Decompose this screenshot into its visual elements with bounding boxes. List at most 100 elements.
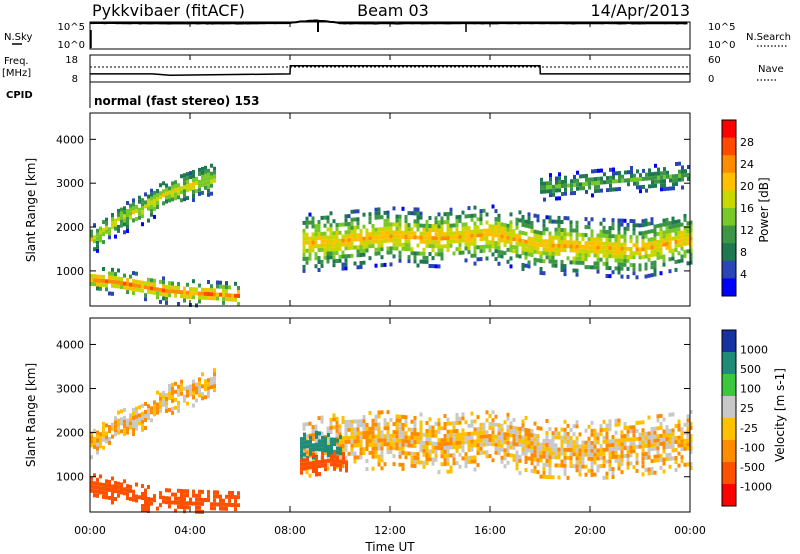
power-cell <box>362 260 366 265</box>
velocity-cell <box>356 427 360 432</box>
velocity-cell <box>207 390 210 395</box>
velocity-cell <box>596 468 600 473</box>
velocity-cell <box>629 425 633 430</box>
velocity-cell <box>341 440 345 444</box>
velocity-cell <box>195 497 198 502</box>
velocity-cell <box>356 443 360 448</box>
velocity-cell <box>320 419 324 424</box>
power-cell <box>561 180 564 184</box>
power-cell <box>596 249 600 254</box>
velocity-cell <box>383 418 387 423</box>
power-cell <box>356 237 360 242</box>
power-cell <box>579 182 582 187</box>
power-cell <box>407 235 411 240</box>
velocity-cell <box>353 419 357 424</box>
velocity-cell <box>312 455 315 460</box>
power-cell <box>600 168 603 173</box>
power-cell <box>549 189 552 194</box>
velocity-cell <box>303 458 306 463</box>
power-cell <box>198 283 201 288</box>
power-cell <box>216 280 219 285</box>
velocity-cell <box>458 464 462 469</box>
velocity-cell <box>593 448 597 453</box>
velocity-cell <box>324 444 327 449</box>
power-cell <box>117 268 120 273</box>
velocity-cell <box>446 453 450 458</box>
power-cell <box>126 290 129 295</box>
velocity-cell <box>416 432 420 437</box>
power-cell <box>678 173 681 178</box>
power-cell <box>563 264 567 269</box>
power-cell <box>234 297 237 302</box>
power-cell <box>506 235 510 240</box>
velocity-cell <box>668 452 672 457</box>
power-cell <box>644 246 648 251</box>
velocity-cell <box>557 435 561 440</box>
velocity-cell <box>515 438 519 443</box>
velocity-cell <box>491 426 495 431</box>
power-cell <box>392 246 396 251</box>
power-cell <box>644 254 648 259</box>
velocity-cell <box>342 452 345 457</box>
power-cell <box>461 230 465 235</box>
power-cell <box>641 235 645 240</box>
power-cell <box>344 266 348 271</box>
power-cell <box>665 225 669 230</box>
velocity-cell <box>488 438 492 442</box>
power-cell <box>650 241 654 246</box>
power-cell <box>581 248 585 253</box>
power-cell <box>467 214 471 219</box>
power-cell <box>368 256 372 261</box>
power-cell <box>123 285 126 290</box>
power-cell <box>686 241 690 246</box>
power-cell <box>105 217 108 222</box>
velocity-cell <box>371 438 375 443</box>
velocity-cell <box>327 433 330 437</box>
power-cell <box>599 237 603 242</box>
velocity-cell <box>590 432 594 437</box>
velocity-cell <box>198 393 201 398</box>
power-cell <box>473 233 477 238</box>
velocity-cell <box>102 429 105 434</box>
velocity-cell <box>524 416 528 420</box>
colorbar-swatch <box>722 260 736 279</box>
velocity-cell <box>677 419 681 424</box>
power-cell <box>681 185 684 190</box>
velocity-cell <box>491 434 495 439</box>
velocity-cell <box>324 459 327 464</box>
power-cell <box>434 236 438 241</box>
velocity-cell <box>111 426 114 431</box>
power-cell <box>144 297 147 302</box>
velocity-cell <box>339 447 342 452</box>
power-cell <box>623 226 627 231</box>
power-cell <box>473 205 477 210</box>
velocity-cell <box>395 446 399 451</box>
velocity-cell <box>653 454 657 459</box>
power-cell <box>413 235 417 240</box>
power-cell <box>500 226 504 231</box>
velocity-cell <box>662 445 666 450</box>
velocity-cell <box>521 443 525 448</box>
velocity-cell <box>413 424 417 428</box>
velocity-cell <box>210 385 213 390</box>
power-cell <box>386 238 390 243</box>
velocity-cell <box>440 438 444 443</box>
power-cell <box>207 188 210 193</box>
velocity-cell <box>168 387 171 392</box>
power-cell <box>341 242 345 247</box>
power-cell <box>611 226 615 231</box>
power-cell <box>611 222 615 227</box>
power-cell <box>614 254 618 259</box>
power-cell <box>584 225 588 230</box>
velocity-cell <box>300 445 303 450</box>
velocity-cell <box>180 387 183 392</box>
power-cell <box>183 197 186 202</box>
velocity-cell <box>566 431 570 436</box>
velocity-cell <box>602 455 606 460</box>
power-cell <box>347 226 351 231</box>
velocity-cell <box>171 492 174 497</box>
power-cell <box>575 232 579 237</box>
velocity-cell <box>237 491 240 496</box>
velocity-cell <box>485 410 489 415</box>
power-cell <box>540 185 543 190</box>
